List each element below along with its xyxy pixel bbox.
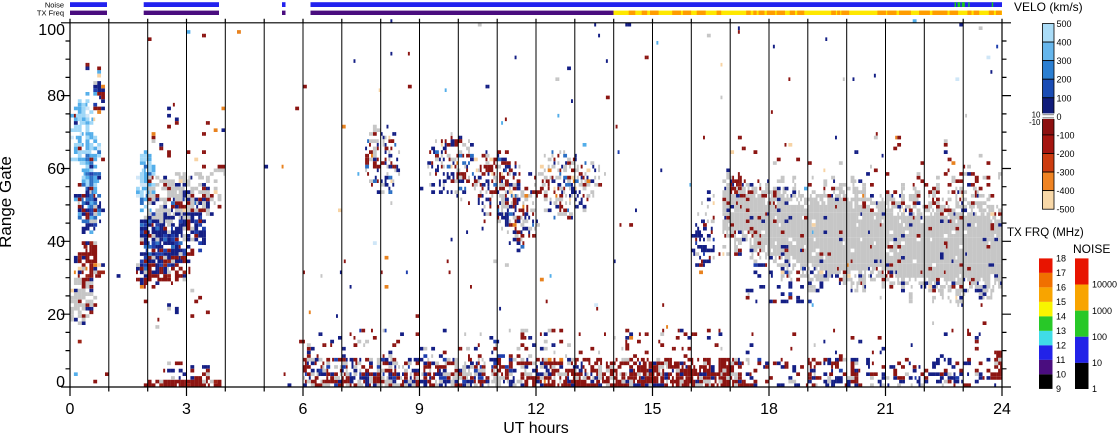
svg-text:0: 0 xyxy=(66,401,75,418)
svg-text:21: 21 xyxy=(877,401,895,418)
svg-text:-300: -300 xyxy=(1057,168,1075,178)
svg-text:14: 14 xyxy=(1056,312,1066,322)
svg-text:500: 500 xyxy=(1057,19,1072,29)
svg-text:11: 11 xyxy=(1056,355,1065,365)
svg-text:Range Gate: Range Gate xyxy=(0,156,15,248)
svg-text:13: 13 xyxy=(1056,326,1066,336)
svg-text:-10: -10 xyxy=(1029,118,1041,127)
svg-text:Noise: Noise xyxy=(45,1,64,10)
svg-text:60: 60 xyxy=(47,161,65,178)
svg-text:3: 3 xyxy=(182,401,191,418)
svg-text:12: 12 xyxy=(527,401,545,418)
svg-text:9: 9 xyxy=(1056,384,1061,394)
svg-text:0: 0 xyxy=(1057,112,1062,122)
svg-text:10: 10 xyxy=(1056,370,1066,380)
svg-text:9: 9 xyxy=(415,401,424,418)
svg-text:-400: -400 xyxy=(1057,186,1075,196)
svg-text:-200: -200 xyxy=(1057,149,1075,159)
svg-text:6: 6 xyxy=(299,401,308,418)
svg-text:TX FRQ (MHz): TX FRQ (MHz) xyxy=(1007,227,1084,239)
svg-text:100: 100 xyxy=(1057,93,1072,103)
svg-text:16: 16 xyxy=(1056,283,1066,293)
svg-text:15: 15 xyxy=(1056,297,1066,307)
svg-text:200: 200 xyxy=(1057,75,1072,85)
svg-text:100: 100 xyxy=(38,22,65,39)
svg-text:1: 1 xyxy=(1092,384,1097,394)
svg-text:15: 15 xyxy=(644,401,662,418)
svg-text:40: 40 xyxy=(47,234,65,251)
svg-text:10: 10 xyxy=(1032,110,1041,119)
svg-text:18: 18 xyxy=(1056,254,1066,264)
svg-text:NOISE: NOISE xyxy=(1073,242,1110,256)
svg-text:400: 400 xyxy=(1057,38,1072,48)
svg-text:18: 18 xyxy=(760,401,778,418)
svg-text:100: 100 xyxy=(1092,332,1107,342)
svg-text:24: 24 xyxy=(993,401,1011,418)
svg-text:-100: -100 xyxy=(1057,130,1075,140)
svg-text:VELO (km/s): VELO (km/s) xyxy=(1014,0,1083,14)
svg-text:10000: 10000 xyxy=(1092,280,1117,290)
svg-text:80: 80 xyxy=(47,88,65,105)
svg-text:UT hours: UT hours xyxy=(503,420,569,435)
svg-text:300: 300 xyxy=(1057,56,1072,66)
svg-text:12: 12 xyxy=(1056,341,1066,351)
svg-text:0: 0 xyxy=(56,374,65,391)
svg-text:17: 17 xyxy=(1056,268,1066,278)
svg-text:10: 10 xyxy=(1092,358,1102,368)
svg-text:20: 20 xyxy=(47,307,65,324)
svg-text:-500: -500 xyxy=(1057,205,1075,215)
svg-text:TX Freq: TX Freq xyxy=(37,8,64,17)
svg-text:1000: 1000 xyxy=(1092,306,1112,316)
